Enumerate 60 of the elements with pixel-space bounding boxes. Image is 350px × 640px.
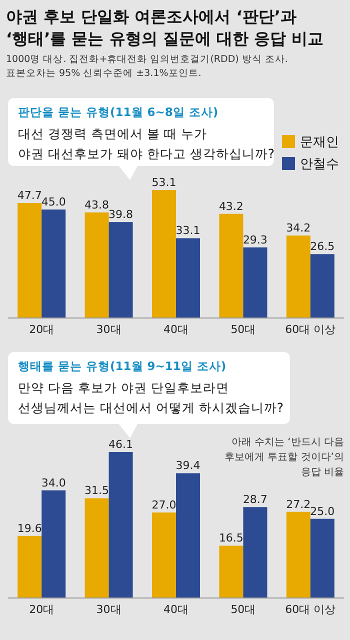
text: 표본오차는 95% 신뢰수준에 ±3.1%포인트. — [6, 68, 202, 79]
bar — [286, 512, 310, 598]
data-label: 47.7 — [17, 189, 42, 202]
bar — [18, 536, 42, 598]
bar — [18, 203, 42, 318]
bar — [108, 222, 133, 318]
x-tick-label: 20대 — [29, 323, 54, 336]
data-label: 45.0 — [41, 196, 66, 209]
text: 대선 경쟁력 측면에서 볼 때 누가 야권 대선후보가 돼야 한다고 생각하십니까? — [18, 126, 275, 161]
data-label: 25.0 — [310, 504, 335, 518]
data-label: 34.0 — [41, 476, 66, 490]
x-tick-label: 20대 — [29, 603, 54, 616]
x-tick-label: 60대 이상 — [285, 603, 336, 616]
data-label: 33.1 — [176, 224, 200, 238]
x-tick-label: 30대 — [96, 323, 122, 336]
text: 1000명 대상. 집전화+휴대전화 임의번호걸기(RDD) 방식 조사. — [6, 54, 288, 65]
bar — [219, 214, 244, 318]
data-label: 27.0 — [152, 498, 176, 512]
data-label: 43.2 — [218, 200, 244, 213]
data-label: 31.5 — [84, 484, 110, 498]
bar — [42, 210, 66, 318]
bar — [152, 512, 176, 598]
data-label: 43.8 — [84, 198, 110, 212]
bar — [176, 473, 200, 598]
bar — [108, 452, 133, 598]
data-label: 16.5 — [218, 532, 244, 545]
bar — [243, 247, 268, 318]
bar — [84, 498, 109, 598]
chart-title: 야권 후보 단일화 여론조사에서 ‘판단’과 ‘행태’를 묻는 유형의 질문에 대한 응답 비교 — [6, 7, 324, 48]
chart-subtitle: 행태를 묻는 유형(11월 9~11일 조사) — [18, 359, 226, 373]
bar — [310, 518, 334, 598]
annotation: 아래 수치는 ‘반드시 다음 후보에게 투표할 것이다’의 응답 비율 — [224, 437, 344, 478]
data-label: 19.6 — [17, 522, 42, 535]
data-label: 27.2 — [286, 498, 311, 511]
bar — [152, 190, 176, 318]
data-label: 39.4 — [176, 459, 200, 472]
legend-label: 안철수 — [300, 157, 339, 172]
x-tick-label: 40대 — [164, 323, 188, 336]
data-label: 46.1 — [108, 438, 134, 451]
bar — [219, 546, 244, 598]
bar — [42, 490, 66, 598]
x-tick-label: 30대 — [96, 603, 122, 616]
x-tick-label: 40대 — [164, 603, 188, 616]
data-label: 28.7 — [242, 493, 268, 506]
x-tick-label: 50대 — [230, 603, 256, 616]
bar — [243, 507, 268, 598]
bar — [286, 236, 310, 318]
bar — [176, 238, 200, 318]
data-label: 53.1 — [152, 176, 176, 189]
data-label: 39.8 — [108, 208, 134, 222]
bar — [84, 212, 109, 318]
data-label: 34.2 — [286, 222, 311, 235]
legend-label: 문재인 — [300, 135, 339, 150]
bar — [310, 254, 334, 318]
data-label: 29.3 — [242, 233, 268, 246]
text: 만약 다음 후보가 야권 단일후보라면 선생님께서는 대선에서 어떻게 하시겠습니까? — [18, 380, 284, 415]
x-tick-label: 50대 — [230, 323, 256, 336]
chart-subtitle: 판단을 묻는 유형(11월 6~8일 조사) — [18, 105, 218, 119]
x-tick-label: 60대 이상 — [285, 323, 336, 336]
data-label: 26.5 — [310, 240, 335, 254]
